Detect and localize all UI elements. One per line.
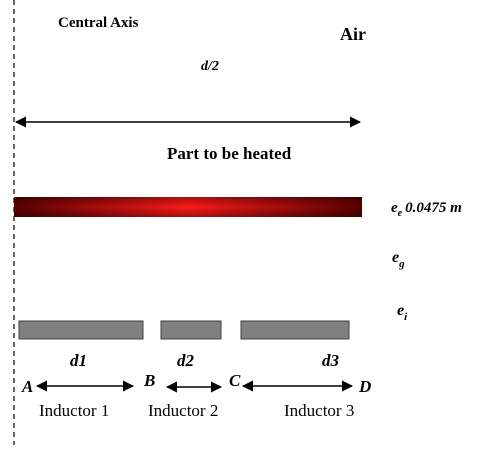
gap-label: d3	[322, 351, 340, 370]
thickness-label: eg	[392, 249, 405, 270]
symbol: e	[397, 302, 404, 319]
inductor-bar	[160, 320, 222, 340]
central-axis-label: Central Axis	[58, 15, 139, 31]
value: 0.0475 m	[405, 200, 462, 216]
symbol: e	[392, 249, 399, 266]
point-label: A	[21, 377, 33, 396]
inductor-label: Inductor 1	[39, 401, 109, 420]
inductor-label: Inductor 3	[284, 401, 354, 420]
inductor-bar	[18, 320, 144, 340]
subscript: e	[398, 208, 403, 219]
point-label: C	[229, 371, 241, 390]
gap-label: d2	[177, 351, 195, 370]
point-label: D	[358, 377, 371, 396]
symbol: e	[391, 200, 398, 216]
part-label: Part to be heated	[167, 144, 292, 163]
subscript: i	[404, 311, 408, 323]
thickness-label: ee 0.0475 m	[391, 200, 462, 219]
inductor-label: Inductor 2	[148, 401, 218, 420]
gap-label: d1	[70, 351, 87, 370]
heated-part-shade	[14, 197, 362, 217]
thickness-label: ei	[397, 302, 408, 323]
point-label: B	[143, 371, 155, 390]
half-width-label: d/2	[201, 59, 219, 74]
subscript: g	[398, 258, 405, 270]
air-label: Air	[340, 24, 366, 44]
inductor-bar	[240, 320, 350, 340]
